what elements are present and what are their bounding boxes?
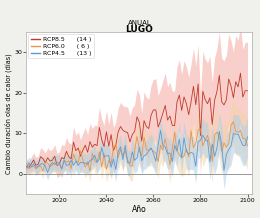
Text: ANUAL: ANUAL [127,20,151,26]
Y-axis label: Cambio duración olas de calor (días): Cambio duración olas de calor (días) [4,53,12,174]
Title: LUGO: LUGO [125,25,153,34]
X-axis label: Año: Año [132,205,147,214]
Legend: RCP8.5      (14 ), RCP6.0      ( 6 ), RCP4.5      (13 ): RCP8.5 (14 ), RCP6.0 ( 6 ), RCP4.5 (13 ) [28,34,94,58]
